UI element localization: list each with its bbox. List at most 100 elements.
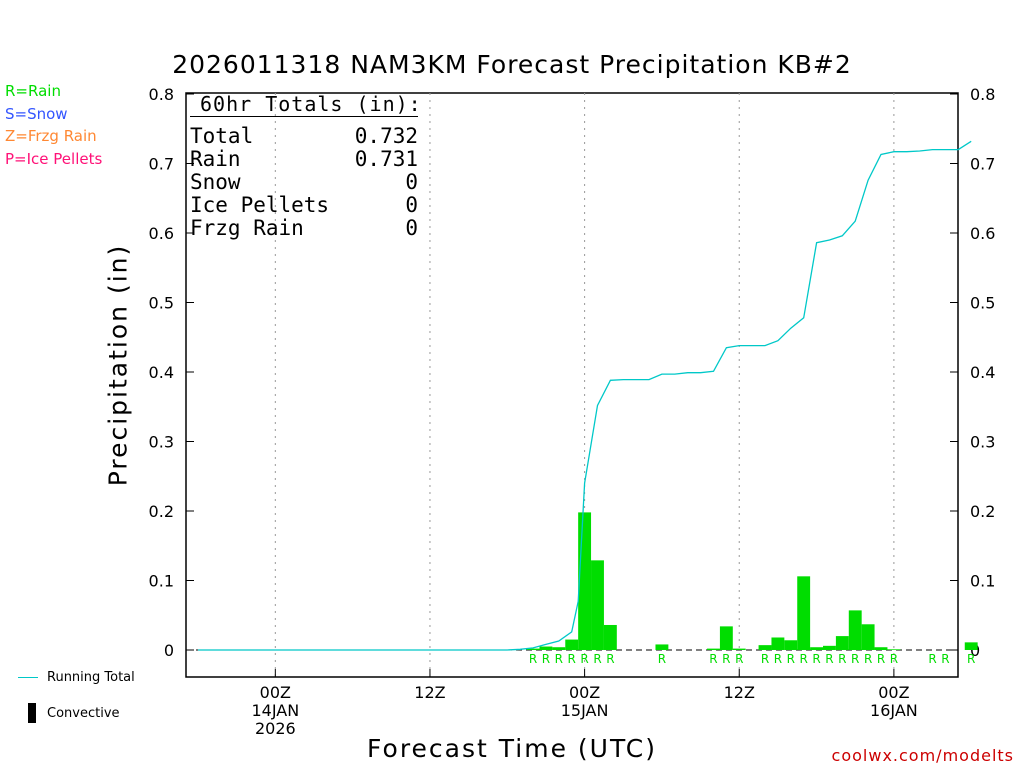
totals-row-rain: Rain 0.731 xyxy=(190,147,418,171)
ptype-label: R xyxy=(787,652,795,666)
precip-bar xyxy=(964,642,978,650)
totals-value: 0 xyxy=(405,193,418,217)
ptype-label: R xyxy=(542,652,550,666)
ptype-label: R xyxy=(658,652,666,666)
y-tick-label-right: 0 xyxy=(970,641,980,660)
precip-bar xyxy=(887,649,901,650)
precip-bar xyxy=(874,647,888,650)
precip-bar xyxy=(526,648,540,650)
x-tick-label: 12Z xyxy=(724,683,755,702)
precip-bar xyxy=(603,624,617,650)
precip-bar xyxy=(758,645,772,650)
convective-key-label: Convective xyxy=(47,706,120,721)
y-tick-label-right: 0.4 xyxy=(970,363,995,382)
y-tick-label-left: 0.7 xyxy=(149,155,174,174)
y-tick-label-left: 0.5 xyxy=(149,294,174,313)
precip-bar xyxy=(835,636,849,650)
y-tick-label-right: 0.2 xyxy=(970,502,995,521)
totals-value: 0 xyxy=(405,216,418,240)
ptype-label: R xyxy=(709,652,717,666)
ptype-label: R xyxy=(606,652,614,666)
ptype-label: R xyxy=(825,652,833,666)
y-tick-label-right: 0.7 xyxy=(970,155,995,174)
precip-bar xyxy=(861,624,875,650)
y-tick-label-left: 0.6 xyxy=(149,224,174,243)
precip-bar xyxy=(848,610,862,650)
ptype-label: R xyxy=(774,652,782,666)
totals-label: Rain xyxy=(190,147,241,171)
running-total-key-swatch xyxy=(18,677,38,678)
y-tick-label-right: 0.5 xyxy=(970,294,995,313)
y-tick-label-left: 0.1 xyxy=(149,572,174,591)
y-tick-label-left: 0.8 xyxy=(149,85,174,104)
ptype-label: R xyxy=(967,652,975,666)
precip-bar xyxy=(810,647,824,650)
ptype-label: R xyxy=(555,652,563,666)
totals-row-ice-pellets: Ice Pellets 0 xyxy=(190,193,418,217)
y-tick-label-right: 0.6 xyxy=(970,224,995,243)
ptype-label: R xyxy=(735,652,743,666)
totals-label: Ice Pellets xyxy=(190,193,330,217)
totals-label: Total xyxy=(190,124,254,148)
x-tick-label: 2026 xyxy=(255,719,296,738)
totals-row-snow: Snow 0 xyxy=(190,170,418,194)
totals-underline xyxy=(190,116,418,117)
precip-bar xyxy=(797,576,811,650)
totals-value: 0.731 xyxy=(354,147,418,171)
y-tick-label-right: 0.1 xyxy=(970,572,995,591)
y-tick-label-left: 0.3 xyxy=(149,433,174,452)
ptype-label: R xyxy=(890,652,898,666)
x-tick-label: 00Z xyxy=(260,683,291,702)
precip-bar xyxy=(578,512,592,650)
ptype-label: R xyxy=(722,652,730,666)
ptype-label: R xyxy=(928,652,936,666)
ptype-label: R xyxy=(864,652,872,666)
credit-link[interactable]: coolwx.com/modelts xyxy=(831,746,1014,765)
precip-bar xyxy=(655,644,669,650)
x-tick-label: 00Z xyxy=(878,683,909,702)
legend-ice-pellets: P=Ice Pellets xyxy=(5,150,103,168)
precip-bar xyxy=(771,637,785,650)
running-total-line xyxy=(198,140,972,651)
x-axis-label: Forecast Time (UTC) xyxy=(367,734,657,763)
plot-frame xyxy=(185,92,959,678)
totals-value: 0.732 xyxy=(354,124,418,148)
ptype-label: R xyxy=(580,652,588,666)
legend-snow: S=Snow xyxy=(5,105,68,123)
convective-key-swatch xyxy=(28,703,36,723)
y-tick-label-left: 0 xyxy=(164,641,174,660)
totals-label: Snow xyxy=(190,170,241,194)
ptype-label: R xyxy=(851,652,859,666)
legend-rain: R=Rain xyxy=(5,82,61,100)
ptype-label: R xyxy=(761,652,769,666)
x-tick-label: 14JAN xyxy=(251,701,299,720)
x-axis-label-wrap: Forecast Time (UTC) xyxy=(0,734,1024,763)
x-tick-label: 15JAN xyxy=(561,701,609,720)
x-tick-label: 16JAN xyxy=(870,701,918,720)
totals-label: Frzg Rain xyxy=(190,216,304,240)
y-tick-label-left: 0.4 xyxy=(149,363,174,382)
ptype-label: R xyxy=(529,652,537,666)
precip-bar xyxy=(732,648,746,650)
precip-bar xyxy=(707,648,720,650)
precip-bar xyxy=(539,646,553,650)
totals-row-total: Total 0.732 xyxy=(190,124,418,148)
precip-bar xyxy=(823,645,836,650)
precip-bar xyxy=(719,626,733,650)
precip-bar xyxy=(565,639,579,650)
y-tick-label-left: 0.2 xyxy=(149,502,174,521)
ptype-label: R xyxy=(877,652,885,666)
precip-bar xyxy=(552,647,566,650)
x-tick-label: 12Z xyxy=(414,683,445,702)
chart-title: 2026011318 NAM3KM Forecast Precipitation… xyxy=(172,50,852,79)
ptype-label: R xyxy=(568,652,576,666)
totals-row-frzg-rain: Frzg Rain 0 xyxy=(190,216,418,240)
ptype-label: R xyxy=(800,652,808,666)
ptype-label: R xyxy=(593,652,601,666)
running-total-key-label: Running Total xyxy=(47,670,135,685)
ptype-label: R xyxy=(941,652,949,666)
totals-heading: 60hr Totals (in): xyxy=(200,92,422,116)
y-tick-label-right: 0.3 xyxy=(970,433,995,452)
y-tick-label-right: 0.8 xyxy=(970,85,995,104)
